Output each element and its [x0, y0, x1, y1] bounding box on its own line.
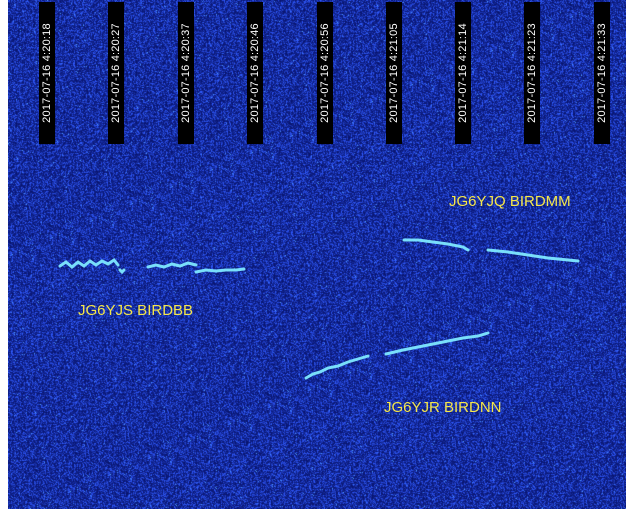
signal-trace-birdbb-4: [120, 270, 124, 272]
signal-trace-birdbb-3: [196, 269, 244, 272]
signal-trace-birdmm-1: [404, 240, 468, 250]
signal-traces: [8, 0, 626, 509]
signal-trace-birdbb-1: [60, 260, 118, 267]
label-birdnn: JG6YJR BIRDNN: [384, 399, 502, 416]
signal-trace-birdbb-2: [148, 263, 196, 267]
signal-trace-birdnn-2: [386, 333, 488, 354]
spectrogram: 2017-07-16 4:20:18 2017-07-16 4:20:27 20…: [8, 0, 626, 509]
signal-trace-birdnn-1: [306, 356, 368, 378]
signal-trace-birdmm-2: [488, 250, 578, 261]
label-birdmm: JG6YJQ BIRDMM: [449, 193, 571, 210]
label-birdbb: JG6YJS BIRDBB: [78, 302, 193, 319]
